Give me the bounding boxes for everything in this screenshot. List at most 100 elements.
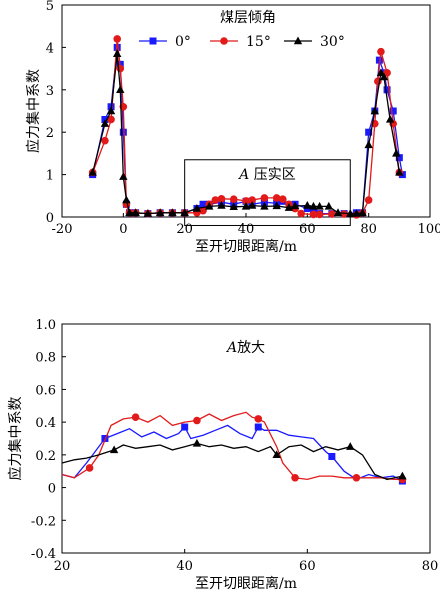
chart-1-series-1-line: [92, 38, 400, 216]
chart-1-series-2-point: [131, 208, 140, 216]
chart-1-series-2-point: [113, 49, 122, 57]
chart-1-series-2-point: [290, 201, 300, 210]
y-tick-label: 0.2: [35, 449, 56, 464]
chart-1-series-1-point: [107, 115, 115, 124]
y-tick-label: 4: [46, 41, 54, 56]
chart-1-series-2-point: [315, 201, 324, 210]
y-tick-label: 1.0: [35, 318, 56, 333]
chart-1-series-0-point: [383, 86, 391, 94]
chart-1-series-2-point: [229, 202, 238, 211]
x-tick-label: -20: [52, 222, 73, 237]
chart-1-series-2-point: [260, 201, 269, 210]
chart-2: 20 40 60 80 -0.4 -0.2 0 0.2 0.4 0.6 0.8 1.0 至开切眼距离/m…: [7, 318, 438, 592]
chart-1-series-2-point: [385, 114, 395, 123]
x-tick-label: 20: [54, 559, 71, 574]
legend-label-1: 15°: [246, 34, 271, 50]
chart-1-series-2-point: [217, 201, 226, 209]
chart-2-series-1-point: [131, 413, 140, 422]
chart-1-series-2-point: [241, 201, 251, 210]
chart-1-series-2-point: [125, 208, 134, 216]
chart-1-series-2-point: [205, 201, 214, 210]
chart-2-series-1-line: [61, 411, 403, 481]
compacted-zone-box: [184, 159, 351, 226]
y-tick-label: 5: [46, 0, 54, 14]
chart-2-series-0-point: [254, 423, 262, 431]
chart-2-series-2-point: [272, 450, 281, 459]
y-tick-label: -0.4: [31, 547, 56, 562]
chart-2-series-2-point: [109, 445, 119, 454]
x-axis-label: 至开切眼距离/m: [195, 575, 297, 592]
chart-1-series-1-point: [242, 197, 250, 205]
chart-1-series-2-point: [395, 167, 404, 176]
chart-2-title: A放大: [225, 340, 265, 356]
chart-1-series-1-point: [199, 206, 207, 215]
chart-2-frame: [61, 323, 431, 554]
chart-2-series-1-point: [254, 415, 263, 423]
chart-2-series-0-point: [181, 423, 189, 431]
chart-1-series-2-point: [370, 106, 379, 115]
chart-1-series-2-point: [100, 119, 110, 127]
chart-1-series-2-point: [392, 148, 401, 157]
chart-1-series-2-point: [122, 195, 131, 204]
chart-1-series-1-point: [297, 209, 306, 218]
chart-1-series-2-point: [88, 167, 97, 176]
chart-1-series-2-point: [119, 172, 128, 180]
chart-1-series-2-point: [168, 208, 177, 216]
chart-2-series-1-point: [85, 464, 94, 472]
x-axis-label: 至开切眼距离/m: [195, 238, 297, 255]
x-tick-label: 100: [418, 222, 440, 237]
chart-1-series-1-point: [113, 35, 121, 43]
chart-1-series-2-point: [352, 209, 361, 217]
chart-1-series-2-point: [116, 85, 125, 93]
chart-1-series-0-point: [119, 128, 127, 136]
y-tick-label: -0.2: [31, 514, 56, 529]
chart-1-series-2-point: [364, 140, 373, 149]
chart-1-series-2-point: [106, 106, 116, 115]
chart-2-series-1-point: [193, 416, 201, 425]
chart-1-series-2-line: [92, 53, 400, 215]
chart-2-series-2-point: [398, 471, 407, 480]
chart-1-series-1-point: [328, 210, 336, 218]
chart-1-series-1-point: [364, 196, 373, 204]
chart-2-series-2-point: [346, 442, 355, 450]
chart-2-series-0-point: [328, 452, 336, 460]
legend-marker-0: [149, 37, 157, 45]
chart-1-series-2-point: [333, 208, 343, 216]
chart-1-series-1-point: [217, 194, 226, 203]
x-tick-label: 60: [299, 222, 316, 237]
x-tick-label: 0: [119, 222, 127, 237]
legend-label-0: 0°: [175, 34, 191, 50]
chart-2-series-1-point: [291, 473, 299, 482]
y-tick-label: 1: [46, 169, 54, 184]
chart-1-series-1-point: [340, 210, 348, 218]
chart-2-series-1-point: [352, 473, 361, 482]
chart-1-series-1-point: [101, 136, 109, 145]
chart-1-series-2-point: [324, 201, 333, 210]
y-tick-label: 0: [46, 211, 54, 226]
chart-1-series-1-point: [248, 196, 256, 204]
chart-1-series-1-point: [309, 210, 318, 219]
chart-1-series-2-point: [379, 72, 389, 81]
chart-1-series-1-point: [260, 194, 269, 202]
y-tick-label: 3: [46, 84, 54, 99]
y-tick-label: 0.6: [35, 383, 56, 398]
legend-label-2: 30°: [320, 34, 345, 50]
x-tick-label: 80: [422, 559, 439, 574]
y-tick-label: 0.4: [35, 416, 56, 431]
chart-1-series-2-point: [155, 208, 165, 216]
y-tick-label: 0: [48, 482, 56, 497]
chart-1-series-2-point: [309, 201, 318, 210]
chart-1-series-2-point: [247, 201, 257, 209]
chart-1-series-2-point: [358, 208, 367, 216]
chart-1-series-1-point: [229, 195, 238, 203]
chart-2-series-2-point: [192, 438, 202, 447]
y-axis-label: 应力集中系数: [7, 397, 24, 481]
y-axis-label: 应力集中系数: [25, 69, 42, 153]
chart-1-series-1-point: [315, 210, 324, 219]
chart-1-series-0-point: [199, 200, 207, 208]
chart-1-series-1-point: [272, 194, 281, 202]
compacted-zone-label: A 压实区: [237, 167, 296, 183]
chart-1-series-1-point: [279, 195, 287, 203]
chart-1-series-2-point: [143, 209, 153, 217]
